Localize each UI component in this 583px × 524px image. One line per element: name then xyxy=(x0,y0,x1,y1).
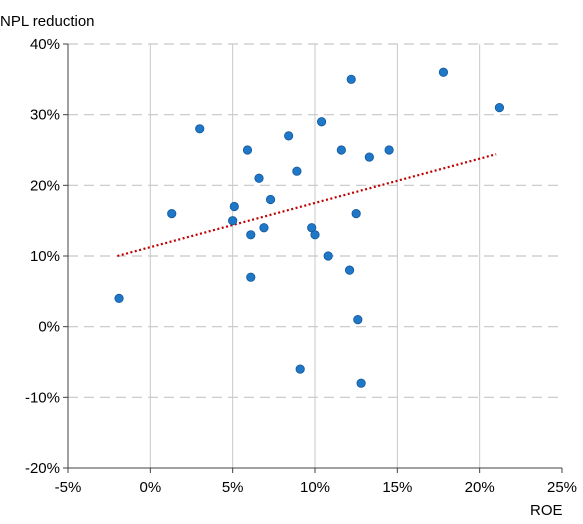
y-tick-label: -20% xyxy=(25,460,60,477)
y-tick-label: 10% xyxy=(30,248,60,265)
data-point xyxy=(438,67,449,77)
data-point xyxy=(265,194,276,205)
data-point xyxy=(259,223,269,233)
data-point xyxy=(254,173,264,183)
x-tick-label: -5% xyxy=(55,479,82,496)
grid-layer xyxy=(68,43,562,468)
x-tick-label: 15% xyxy=(382,479,412,496)
data-point xyxy=(284,131,294,141)
data-point xyxy=(228,216,238,226)
data-point xyxy=(344,265,355,275)
data-point xyxy=(195,124,205,134)
x-tick-label: 5% xyxy=(222,479,244,496)
text-layer: NPL reduction ROE -20% -10% 0% 10% 20% 30% 40%… xyxy=(0,13,577,519)
data-point xyxy=(346,74,356,84)
x-tick-label: 20% xyxy=(465,479,495,496)
y-tick-label: -10% xyxy=(25,389,60,406)
y-axis-title: NPL reduction xyxy=(0,13,95,30)
axis-layer xyxy=(63,43,563,473)
data-point xyxy=(246,272,256,282)
data-point xyxy=(229,201,239,212)
x-tick-label: 0% xyxy=(139,479,161,496)
points-layer xyxy=(114,67,505,388)
y-tick-label: 40% xyxy=(30,36,60,53)
x-axis-title: ROE xyxy=(530,502,563,519)
data-point xyxy=(316,117,327,127)
data-point xyxy=(364,152,374,162)
data-point xyxy=(310,230,320,240)
trend-layer xyxy=(117,153,497,258)
data-point xyxy=(292,166,302,176)
x-tick-label: 10% xyxy=(300,479,330,496)
y-tick-label: 20% xyxy=(30,177,60,194)
data-point xyxy=(356,378,366,388)
data-point xyxy=(494,103,505,113)
trendline xyxy=(117,153,497,258)
data-point xyxy=(114,293,124,303)
data-point xyxy=(323,251,333,261)
data-point xyxy=(353,314,363,325)
data-point xyxy=(295,364,305,374)
data-point xyxy=(351,209,361,219)
data-point xyxy=(336,145,346,155)
y-tick-label: 0% xyxy=(38,319,60,336)
data-point xyxy=(384,145,394,155)
data-point xyxy=(246,230,256,240)
x-tick-label: 25% xyxy=(547,479,577,496)
data-point xyxy=(242,145,253,155)
data-point xyxy=(167,209,177,219)
y-tick-label: 30% xyxy=(30,107,60,124)
